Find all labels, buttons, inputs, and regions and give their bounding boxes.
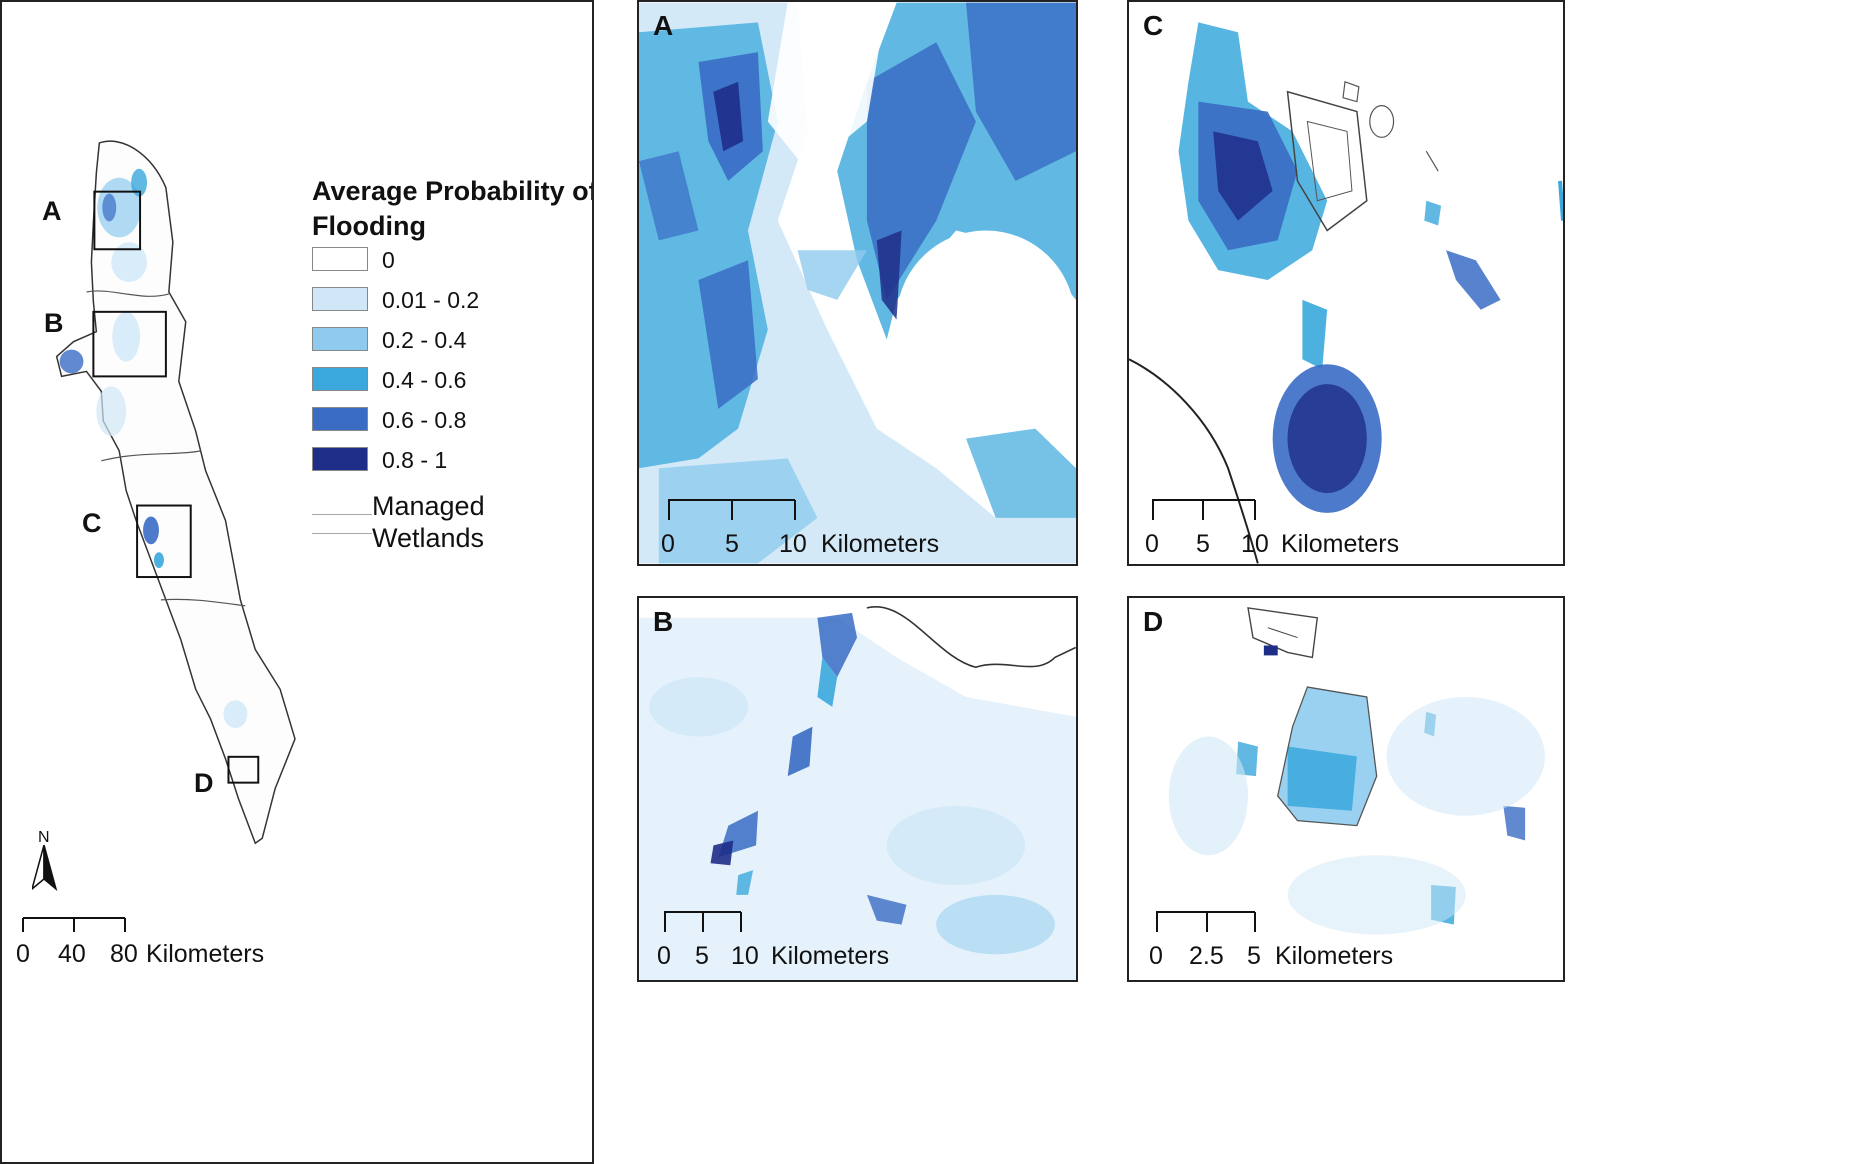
scale-unit: Kilometers xyxy=(1275,942,1394,970)
legend-label: 0.01 - 0.2 xyxy=(382,287,480,313)
inset-box-c xyxy=(136,504,192,579)
scale-bar-graphic xyxy=(1156,911,1256,932)
scale-bar-graphic xyxy=(664,911,742,932)
legend-swatch xyxy=(312,367,368,391)
scale-tick-1: 5 xyxy=(725,530,739,558)
legend-label: 0 xyxy=(382,247,395,273)
panel-d-letter: D xyxy=(1143,606,1164,637)
north-label: N xyxy=(38,829,50,846)
scale-tick-1: 40 xyxy=(58,940,86,968)
scale-bar-graphic xyxy=(22,917,126,932)
legend-swatch xyxy=(312,447,368,471)
panel-d: D 0 2.5 5 Kilometers xyxy=(1127,596,1565,982)
panel-d-map xyxy=(1129,598,1563,980)
scale-tick-0: 0 xyxy=(1149,942,1163,970)
panel-b-letter: B xyxy=(653,606,674,637)
scale-bar-graphic xyxy=(668,499,796,520)
wetlands-legend-label: Managed Wetlands xyxy=(372,491,485,553)
panel-b-scale-bar: 0 5 10 Kilometers xyxy=(657,908,983,970)
panel-d-scale-bar: 0 2.5 5 Kilometers xyxy=(1149,908,1475,970)
scale-tick-0: 0 xyxy=(1145,530,1159,558)
scale-tick-2: 10 xyxy=(1241,530,1269,558)
scale-unit: Kilometers xyxy=(146,940,265,968)
panel-b-map xyxy=(639,598,1076,980)
scale-tick-0: 0 xyxy=(661,530,675,558)
panel-a: A 0 5 10 Kilometers xyxy=(637,0,1078,566)
inset-box-d xyxy=(227,755,260,784)
scale-tick-1: 5 xyxy=(695,942,709,970)
north-arrow-icon xyxy=(32,845,58,892)
inset-label-a: A xyxy=(42,196,62,226)
overview-map-panel: A B C D Average Probability of Flooding … xyxy=(0,0,594,1164)
panel-c: C 0 5 10 Kilometers xyxy=(1127,0,1565,566)
scale-unit: Kilometers xyxy=(771,942,890,970)
legend-label: 0.6 - 0.8 xyxy=(382,407,467,433)
inset-box-b xyxy=(92,310,167,378)
scale-tick-2: 5 xyxy=(1247,942,1261,970)
wetlands-legend-symbol xyxy=(312,514,372,534)
inset-label-d: D xyxy=(194,768,214,798)
legend-swatch xyxy=(312,327,368,351)
valley-outline xyxy=(55,140,296,845)
panel-c-scale-bar: 0 5 10 Kilometers xyxy=(1145,496,1471,558)
legend-label: 0.8 - 1 xyxy=(382,447,448,473)
scale-tick-2: 10 xyxy=(731,942,759,970)
inset-label-c: C xyxy=(82,508,102,538)
overview-map xyxy=(55,140,296,845)
panel-c-map xyxy=(1129,2,1563,564)
panel-c-letter: C xyxy=(1143,10,1164,41)
overview-scale-bar: 0 40 80 Kilometers xyxy=(16,914,312,974)
inset-box-a xyxy=(93,190,142,251)
panel-a-letter: A xyxy=(653,10,674,41)
scale-tick-1: 2.5 xyxy=(1189,942,1224,970)
scale-unit: Kilometers xyxy=(1281,530,1400,558)
legend-swatch xyxy=(312,247,368,271)
legend-label: 0.2 - 0.4 xyxy=(382,327,467,353)
legend-swatch xyxy=(312,407,368,431)
inset-label-b: B xyxy=(44,308,64,338)
scale-bar-graphic xyxy=(1152,499,1256,520)
scale-tick-0: 0 xyxy=(16,940,30,968)
scale-tick-0: 0 xyxy=(657,942,671,970)
panel-a-scale-bar: 0 5 10 Kilometers xyxy=(661,496,987,558)
scale-tick-1: 5 xyxy=(1196,530,1210,558)
scale-unit: Kilometers xyxy=(821,530,940,558)
panel-a-map xyxy=(639,2,1076,564)
panel-b: B 0 5 10 Kilometers xyxy=(637,596,1078,982)
legend-label: 0.4 - 0.6 xyxy=(382,367,467,393)
legend-title: Average Probability of Flooding xyxy=(312,176,594,241)
legend-swatch xyxy=(312,287,368,311)
scale-tick-2: 10 xyxy=(779,530,807,558)
scale-tick-2: 80 xyxy=(110,940,138,968)
